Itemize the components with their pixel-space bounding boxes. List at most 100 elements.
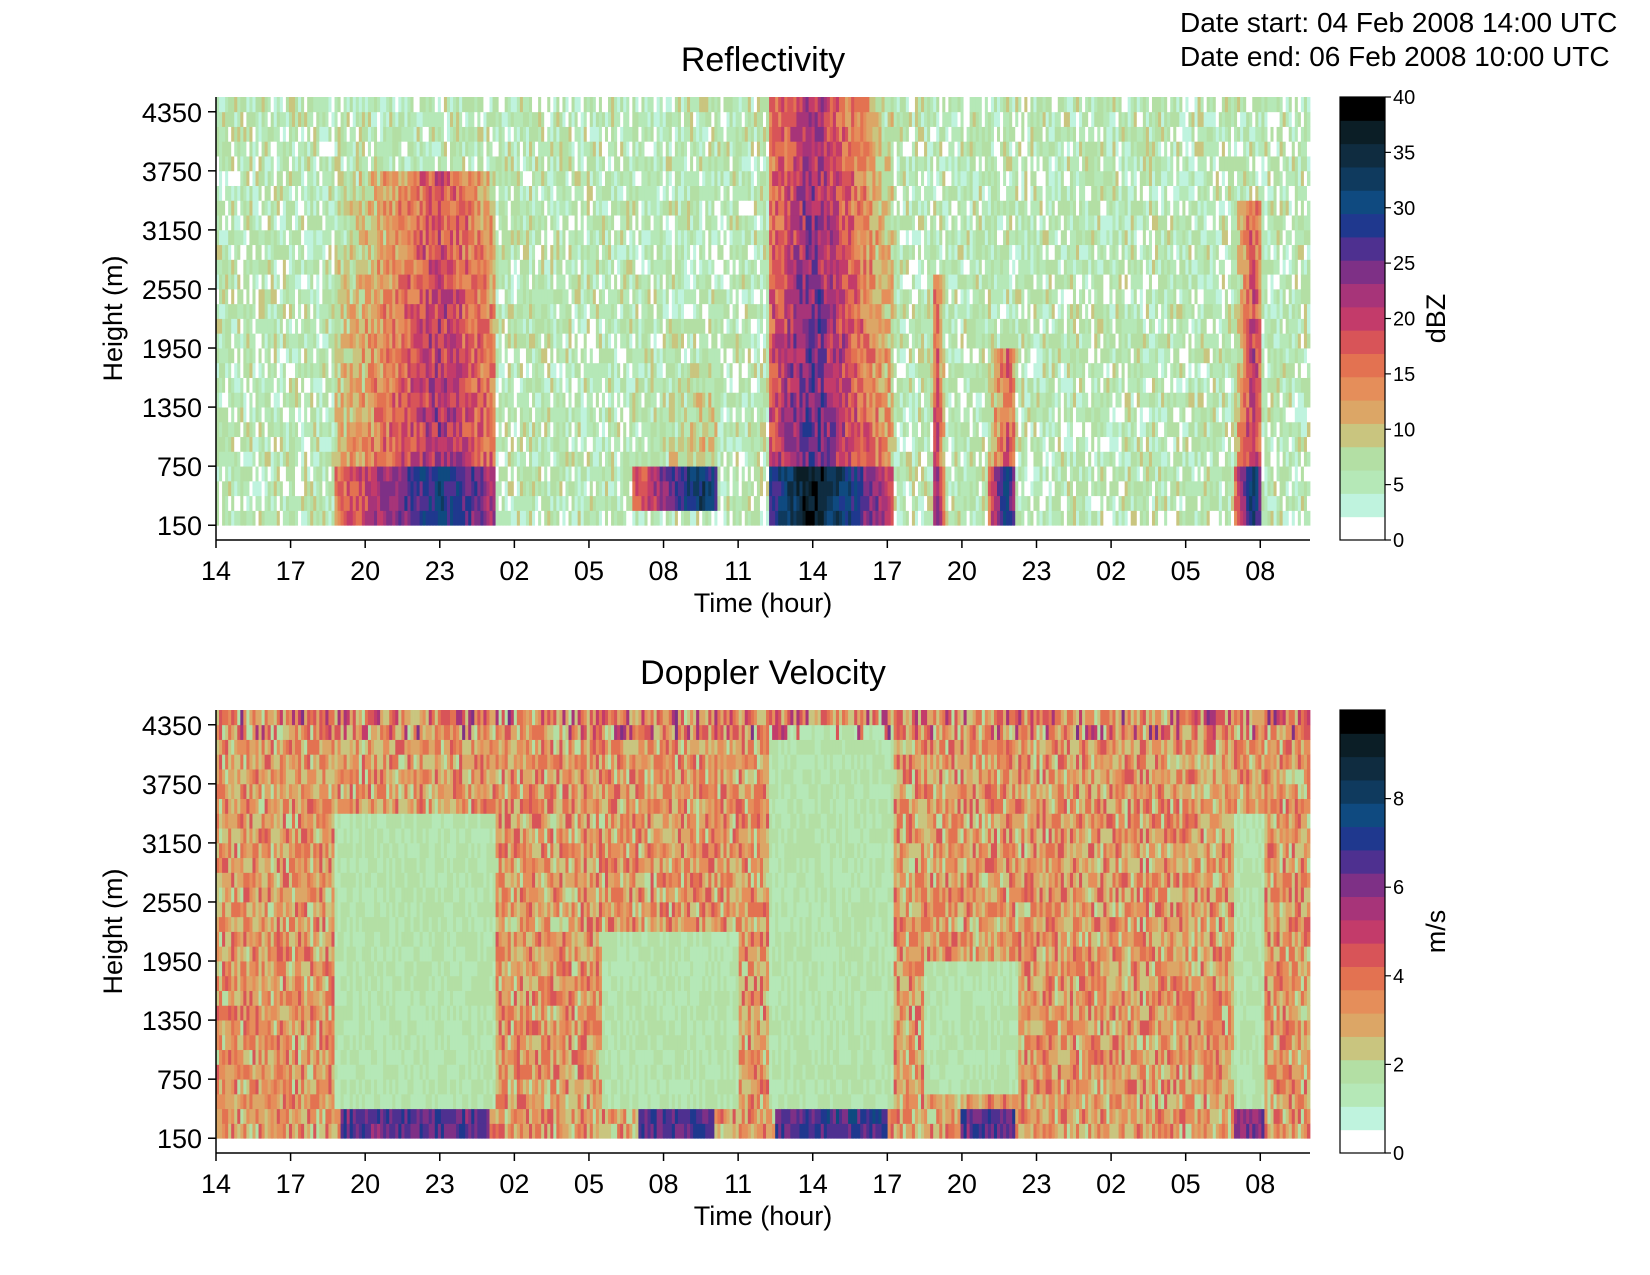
- heatmap-cell: [319, 392, 322, 407]
- heatmap-cell: [341, 392, 344, 407]
- heatmap-cell: [344, 259, 347, 274]
- heatmap-cell: [368, 437, 371, 452]
- heatmap-cell: [335, 141, 338, 156]
- heatmap-cell: [599, 245, 602, 260]
- heatmap-cell: [268, 422, 271, 437]
- heatmap-cell: [265, 363, 268, 378]
- heatmap-cell: [432, 259, 435, 274]
- heatmap-cell: [648, 407, 651, 422]
- heatmap-cell: [575, 525, 578, 540]
- heatmap-cell: [711, 230, 714, 245]
- heatmap-cell: [450, 230, 453, 245]
- heatmap-cell: [426, 466, 429, 481]
- heatmap-cell: [641, 333, 644, 348]
- heatmap-cell: [225, 304, 228, 319]
- heatmap-cell: [377, 392, 380, 407]
- heatmap-cell: [389, 215, 392, 230]
- heatmap-cell: [292, 496, 295, 511]
- heatmap-cell: [426, 245, 429, 260]
- heatmap-cell: [702, 348, 705, 363]
- heatmap-cell: [283, 437, 286, 452]
- heatmap-cell: [675, 437, 678, 452]
- heatmap-cell: [350, 274, 353, 289]
- heatmap-cell: [350, 451, 353, 466]
- heatmap-cell: [259, 422, 262, 437]
- heatmap-cell: [374, 304, 377, 319]
- heatmap-cell: [280, 319, 283, 334]
- heatmap-cell: [529, 451, 532, 466]
- heatmap-cell: [304, 348, 307, 363]
- heatmap-cell: [271, 422, 274, 437]
- heatmap-cell: [578, 392, 581, 407]
- heatmap-cell: [310, 407, 313, 422]
- heatmap-cell: [420, 289, 423, 304]
- heatmap-cell: [274, 525, 277, 540]
- heatmap-cell: [544, 407, 547, 422]
- heatmap-cell: [356, 407, 359, 422]
- heatmap-cell: [684, 259, 687, 274]
- heatmap-cell: [414, 200, 417, 215]
- heatmap-cell: [620, 422, 623, 437]
- heatmap-cell: [523, 230, 526, 245]
- heatmap-cell: [231, 422, 234, 437]
- heatmap-cell: [663, 348, 666, 363]
- heatmap-cell: [274, 348, 277, 363]
- heatmap-cell: [262, 215, 265, 230]
- heatmap-cell: [277, 363, 280, 378]
- heatmap-cell: [450, 259, 453, 274]
- heatmap-cell: [362, 274, 365, 289]
- heatmap-cell: [505, 496, 508, 511]
- heatmap-cell: [271, 481, 274, 496]
- heatmap-cell: [404, 289, 407, 304]
- heatmap-cell: [611, 200, 614, 215]
- heatmap-cell: [684, 392, 687, 407]
- heatmap-cell: [541, 186, 544, 201]
- heatmap-cell: [666, 451, 669, 466]
- heatmap-cell: [268, 141, 271, 156]
- heatmap-cell: [508, 127, 511, 142]
- heatmap-cell: [644, 407, 647, 422]
- heatmap-cell: [699, 97, 702, 112]
- heatmap-cell: [249, 141, 252, 156]
- heatmap-cell: [341, 141, 344, 156]
- heatmap-cell: [559, 230, 562, 245]
- heatmap-cell: [708, 112, 711, 127]
- heatmap-cell: [328, 200, 331, 215]
- heatmap-cell: [389, 319, 392, 334]
- heatmap-cell: [705, 245, 708, 260]
- heatmap-cell: [505, 127, 508, 142]
- heatmap-cell: [711, 245, 714, 260]
- heatmap-cell: [365, 274, 368, 289]
- heatmap-cell: [222, 200, 225, 215]
- heatmap-cell: [651, 348, 654, 363]
- heatmap-cell: [283, 510, 286, 525]
- heatmap-cell: [690, 97, 693, 112]
- heatmap-cell: [499, 200, 502, 215]
- heatmap-cell: [331, 363, 334, 378]
- heatmap-cell: [414, 171, 417, 186]
- heatmap-cell: [669, 510, 672, 525]
- heatmap-cell: [520, 97, 523, 112]
- heatmap-cell: [575, 333, 578, 348]
- heatmap-cell: [702, 156, 705, 171]
- heatmap-cell: [708, 186, 711, 201]
- heatmap-cell: [462, 348, 465, 363]
- heatmap-cell: [289, 156, 292, 171]
- heatmap-cell: [523, 186, 526, 201]
- heatmap-cell: [569, 141, 572, 156]
- heatmap-cell: [681, 97, 684, 112]
- heatmap-cell: [450, 437, 453, 452]
- heatmap-cell: [581, 348, 584, 363]
- heatmap-cell: [714, 378, 717, 393]
- heatmap-cell: [465, 230, 468, 245]
- heatmap-cell: [553, 112, 556, 127]
- heatmap-cell: [435, 451, 438, 466]
- heatmap-cell: [605, 407, 608, 422]
- heatmap-cell: [529, 245, 532, 260]
- heatmap-cell: [666, 496, 669, 511]
- heatmap-cell: [657, 156, 660, 171]
- heatmap-cell: [596, 496, 599, 511]
- heatmap-cell: [359, 274, 362, 289]
- heatmap-cell: [468, 289, 471, 304]
- heatmap-cell: [319, 200, 322, 215]
